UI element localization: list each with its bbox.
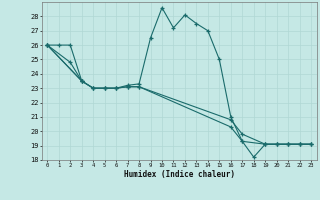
X-axis label: Humidex (Indice chaleur): Humidex (Indice chaleur) [124, 170, 235, 179]
